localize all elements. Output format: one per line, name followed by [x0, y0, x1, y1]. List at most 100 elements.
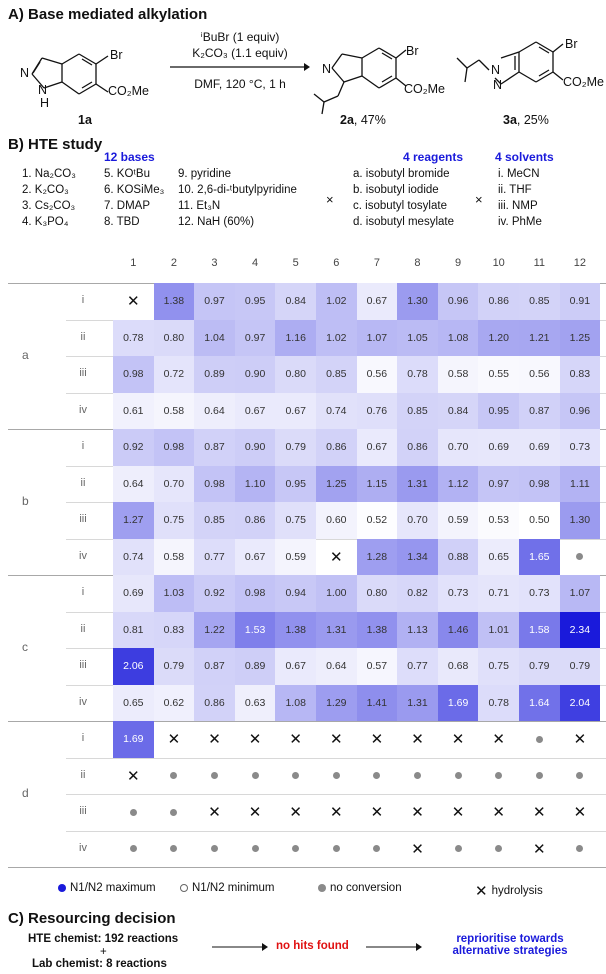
- base-2: 2. K₂CO₃: [22, 184, 69, 196]
- cell-d-i-11: [519, 721, 560, 758]
- sm-br: Br: [110, 48, 123, 62]
- atom-nh: N: [38, 83, 48, 97]
- base-8: 8. TBD: [104, 216, 140, 228]
- cell-a-iii-7: 0.56: [356, 356, 398, 393]
- solvent-i: i. MeCN: [498, 168, 540, 180]
- cell-d-i-9: ✕: [451, 731, 465, 749]
- cell-c-iii-3: 0.87: [194, 648, 235, 685]
- cell-c-ii-4: 1.53: [234, 611, 276, 648]
- no-conversion-dot: [292, 845, 300, 853]
- cell-c-iv-7: 1.41: [356, 684, 398, 721]
- label-3a-yield: , 25%: [516, 113, 549, 127]
- cell-b-i-8: 0.86: [397, 429, 438, 466]
- cell-a-iii-10: 0.55: [478, 356, 519, 393]
- cell-d-ii-8: [397, 758, 438, 795]
- cell-c-i-11: 0.73: [519, 575, 560, 612]
- cell-a-iv-4: 0.67: [234, 392, 276, 429]
- cell-a-i-1: ✕: [127, 293, 140, 311]
- no-conversion-dot: [576, 553, 584, 561]
- cell-c-iii-9: 0.68: [437, 648, 479, 685]
- arrow-2: [366, 943, 422, 951]
- legend-x-icon: ✕: [475, 883, 488, 900]
- lab-chemist: Lab chemist: 8 reactions: [32, 958, 167, 970]
- cell-b-iii-11: 0.50: [519, 502, 560, 539]
- prod3-ester: CO₂Me: [563, 75, 604, 89]
- base-12: 12. NaH (60%): [178, 216, 255, 228]
- cell-d-i-5: ✕: [289, 731, 302, 749]
- cell-d-iv-7: [357, 831, 398, 868]
- prod3-br: Br: [565, 37, 578, 51]
- col-header-8: 8: [414, 257, 421, 269]
- cell-c-i-1: 0.69: [113, 575, 154, 612]
- no-conversion-dot: [170, 808, 178, 816]
- label-2a-yield: , 47%: [353, 113, 386, 127]
- no-conversion-dot: [129, 845, 137, 853]
- reaction-arrow: [170, 63, 310, 71]
- cell-c-i-10: 0.71: [478, 575, 519, 612]
- cell-b-i-4: 0.90: [234, 429, 276, 466]
- cell-c-iv-11: 1.64: [519, 684, 560, 721]
- cell-d-iv-9: [438, 831, 479, 868]
- cell-d-i-2: ✕: [167, 731, 181, 749]
- cell-d-i-10: ✕: [492, 731, 505, 749]
- row-header-a-i: i: [81, 294, 85, 307]
- cell-b-iv-4: 0.67: [234, 538, 276, 575]
- row-header-d-iii: iii: [79, 805, 87, 818]
- cell-c-iii-1: 2.06: [113, 648, 154, 685]
- cell-b-ii-4: 1.10: [234, 465, 276, 502]
- cell-a-ii-12: 1.25: [559, 319, 601, 356]
- row-header-c-iii: iii: [79, 659, 87, 672]
- structure-3a: [456, 41, 564, 85]
- cell-a-i-5: 0.84: [275, 283, 316, 320]
- cell-d-i-12: ✕: [573, 731, 587, 749]
- cell-d-iii-5: ✕: [289, 804, 302, 822]
- cell-b-iii-4: 0.86: [234, 502, 276, 539]
- cell-a-iv-12: 0.96: [559, 392, 601, 429]
- cell-d-iii-2: [154, 794, 195, 831]
- cell-d-i-3: ✕: [208, 731, 221, 749]
- no-conversion-dot: [170, 772, 178, 780]
- cell-b-iii-6: 0.60: [316, 502, 357, 539]
- base-1: 1. Na₂CO₃: [22, 168, 76, 180]
- cell-c-i-8: 0.82: [397, 575, 438, 612]
- cell-c-ii-8: 1.13: [397, 611, 438, 648]
- sm-ester: CO₂Me: [108, 84, 149, 98]
- reprioritise: reprioritise towards alternative strateg…: [430, 933, 590, 957]
- col-header-3: 3: [211, 257, 218, 269]
- cell-b-i-2: 0.98: [153, 429, 195, 466]
- cell-d-iii-3: ✕: [208, 804, 221, 822]
- label-2a: 2a, 47%: [340, 113, 386, 127]
- row-header-a-iv: iv: [79, 403, 87, 416]
- cell-a-iv-7: 0.76: [356, 392, 398, 429]
- cell-b-iii-10: 0.53: [478, 502, 519, 539]
- cell-b-iv-1: 0.74: [113, 538, 154, 575]
- cell-c-i-12: 1.07: [559, 575, 601, 612]
- grid-row-divider: [66, 757, 606, 759]
- cell-b-ii-8: 1.31: [397, 465, 438, 502]
- no-conversion-dot: [129, 808, 137, 816]
- cell-c-ii-6: 1.31: [316, 611, 357, 648]
- cell-d-iii-8: ✕: [411, 804, 424, 822]
- cell-c-i-4: 0.98: [234, 575, 276, 612]
- arrow-1: [212, 943, 268, 951]
- cell-b-ii-9: 1.12: [437, 465, 479, 502]
- reagent-d: d. isobutyl mesylate: [353, 216, 454, 228]
- atom-h: H: [40, 96, 50, 110]
- grid-group-divider: [8, 867, 606, 868]
- cell-c-i-5: 0.94: [275, 575, 316, 612]
- cell-a-iii-1: 0.98: [113, 356, 154, 393]
- structure-1a: [31, 53, 109, 95]
- cell-c-iii-8: 0.77: [397, 648, 438, 685]
- cell-c-i-2: 1.03: [153, 575, 195, 612]
- cell-a-ii-2: 0.80: [153, 319, 195, 356]
- row-header-d-iv: iv: [79, 841, 87, 854]
- cell-b-ii-3: 0.98: [194, 465, 235, 502]
- label-1a: 1a: [78, 113, 92, 127]
- row-header-b-iii: iii: [79, 513, 87, 526]
- reagent-c: c. isobutyl tosylate: [353, 200, 447, 212]
- cell-b-ii-7: 1.15: [356, 465, 398, 502]
- legend-noconv-label: no conversion: [330, 882, 402, 894]
- cell-a-iii-4: 0.90: [234, 356, 276, 393]
- cell-a-ii-10: 1.20: [478, 319, 519, 356]
- cell-a-iii-6: 0.85: [316, 356, 357, 393]
